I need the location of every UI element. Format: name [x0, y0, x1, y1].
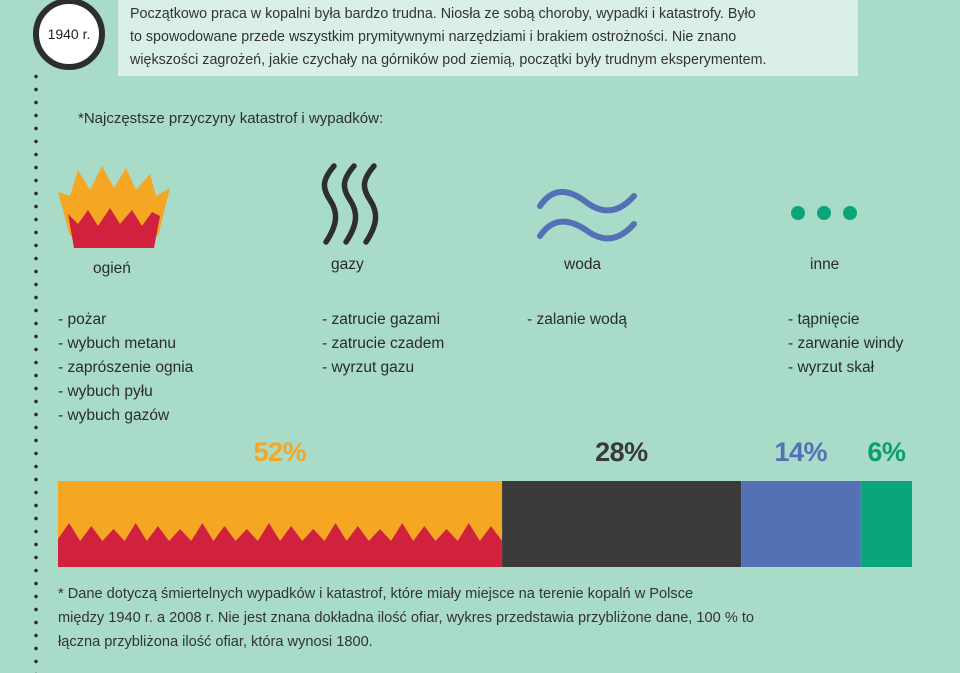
pct-label-water: 14% [774, 437, 828, 467]
footnote-line: łączna przybliżona ilość ofiar, która wy… [58, 634, 373, 650]
fire-icon [58, 166, 170, 248]
footnote-line: między 1940 r. a 2008 r. Nie jest znana … [58, 610, 755, 626]
pct-label-fire: 52% [253, 437, 307, 467]
cause-item: - zatrucie gazami [322, 311, 441, 328]
cause-item: - zatrucie czadem [322, 335, 445, 352]
cause-list-other: - tąpnięcie - zarwanie windy - wyrzut sk… [788, 308, 903, 380]
cause-item: - zarwanie windy [788, 335, 904, 352]
cause-item: - wybuch metanu [58, 335, 177, 352]
cause-item: - wybuch pyłu [58, 383, 153, 400]
cause-item: - wyrzut gazu [322, 359, 415, 376]
three-dots-icon [791, 206, 857, 220]
timeline-dotted-line [33, 70, 39, 673]
year-label: 1940 r. [47, 26, 91, 42]
footnote-line: * Dane dotyczą śmiertelnych wypadków i k… [58, 586, 694, 602]
bar-segment-other [860, 481, 912, 567]
cause-list-fire: - pożar - wybuch metanu - zaprószenie og… [58, 308, 193, 428]
category-label-gas: gazy [331, 256, 364, 273]
fire-flame-pattern [58, 523, 503, 567]
stacked-bar-chart [58, 481, 912, 567]
bar-segment-water [741, 481, 861, 567]
cause-list-gas: - zatrucie gazami - zatrucie czadem - wy… [322, 308, 444, 380]
cause-item: - tąpnięcie [788, 311, 860, 328]
intro-line: to spowodowane przede wszystkim prymityw… [130, 29, 737, 45]
cause-item: - wybuch gazów [58, 407, 170, 424]
year-badge: 1940 r. [33, 0, 105, 70]
cause-item: - zaprószenie ognia [58, 359, 194, 376]
category-label-other: inne [810, 256, 840, 273]
cause-item: - zalanie wodą [527, 311, 627, 328]
footnote: * Dane dotyczą śmiertelnych wypadków i k… [58, 582, 818, 654]
cause-item: - wyrzut skał [788, 359, 875, 376]
cause-item: - pożar [58, 311, 107, 328]
causes-subtitle: *Najczęstsze przyczyny katastrof i wypad… [78, 110, 384, 127]
cause-list-water: - zalanie wodą [527, 308, 627, 332]
intro-text-box: Początkowo praca w kopalni była bardzo t… [118, 0, 858, 76]
category-label-water: woda [564, 256, 602, 273]
pct-label-gas: 28% [595, 437, 648, 467]
pct-label-other: 6% [867, 437, 906, 467]
water-waves-icon [537, 189, 637, 242]
category-label-fire: ogień [93, 260, 131, 277]
intro-line: większości zagrożeń, jakie czychały na g… [130, 52, 767, 68]
bar-segment-gas [502, 481, 742, 567]
gas-waves-icon [321, 163, 379, 245]
intro-line: Początkowo praca w kopalni była bardzo t… [130, 6, 756, 22]
